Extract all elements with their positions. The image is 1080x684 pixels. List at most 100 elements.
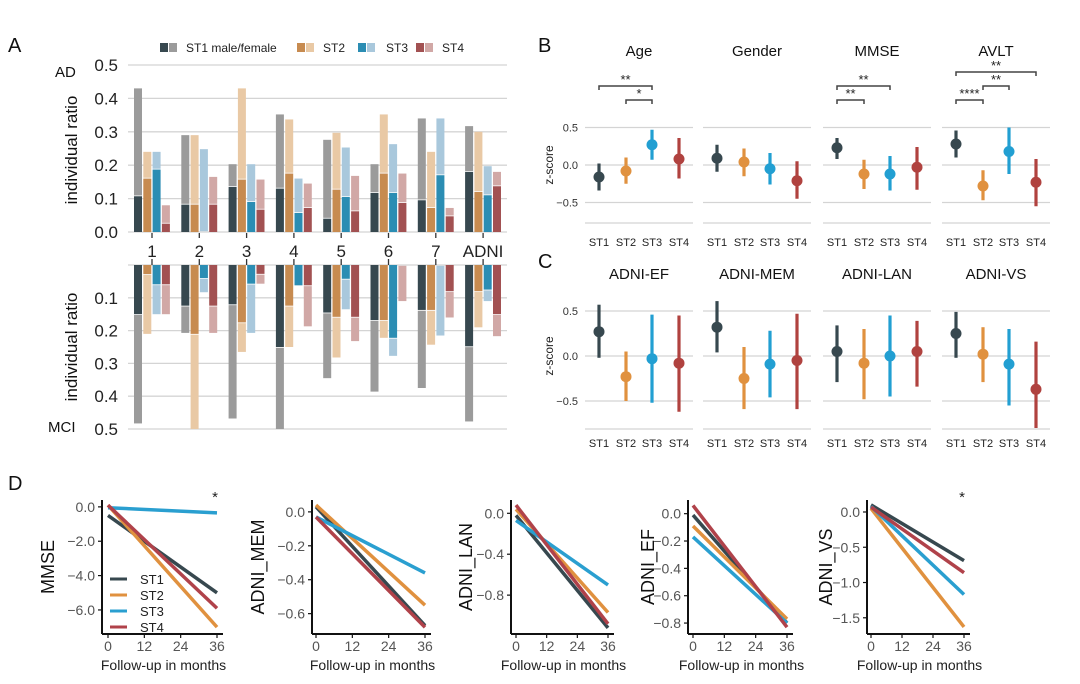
bar-mci-st3-male [152, 265, 161, 285]
y-tick-label: −0.8 [476, 587, 504, 603]
facet-title: ADNI-LAN [842, 266, 912, 283]
bar-mci-st3-male [247, 265, 256, 284]
y-tick-label: −0.8 [653, 615, 681, 631]
bar-mci-st3-female [483, 290, 492, 302]
y-axis-label: ADNI_LAN [456, 523, 477, 611]
y-tick-label: −0.4 [277, 572, 305, 588]
bar-ad-st1-female [181, 135, 190, 204]
bar-mci-st4-female [351, 317, 360, 342]
bar-mci-st4-male [351, 265, 360, 317]
trend-line-st2 [869, 507, 966, 629]
category-label: 7 [431, 242, 440, 261]
mean-point-st2 [738, 156, 750, 168]
bar-ad-st1-male [134, 196, 142, 232]
bar-ad-st1-female [370, 164, 379, 193]
legend-label-st2: ST2 [140, 588, 164, 603]
trend-line-st4 [869, 505, 966, 575]
panel-d-line-charts: 0.0 −2.0 −4.0 −6.0 0 12 24 36 Follow-up in month… [38, 489, 982, 673]
bar-ad-st3-male [247, 201, 256, 232]
bar-ad-st1-male [228, 186, 237, 232]
y-tick-label-mci: 0.5 [94, 420, 118, 439]
bar-ad-st2-female [474, 131, 483, 192]
x-tick-label: ST3 [760, 438, 780, 450]
bar-mci-st1-female [275, 347, 284, 429]
x-tick-label: 24 [173, 638, 189, 654]
legend-label-st3: ST3 [386, 41, 408, 55]
mean-point-st4 [791, 355, 803, 366]
bar-mci-st1-female [181, 306, 190, 333]
bar-ad-st4-female [161, 205, 170, 223]
bar-ad-st3-male [483, 195, 492, 232]
bar-ad-st2-female [143, 151, 152, 178]
mean-point-st2 [620, 371, 632, 383]
x-tick-label: ST3 [760, 237, 780, 249]
mean-point-st3 [1003, 146, 1015, 157]
bar-mci-st1-male [228, 265, 237, 305]
trend-line-st3 [869, 505, 966, 596]
x-tick-label: ST2 [734, 237, 754, 249]
mean-point-st1 [950, 328, 962, 339]
category-label: 4 [289, 242, 298, 261]
bar-ad-st4-female [303, 183, 312, 208]
mean-point-st1 [711, 321, 723, 333]
panel-c-pointrange: z-score 0.5 0.0 −0.5 ADNI-EF ST1 ST2 ST3 ST4 ADNI… [542, 266, 1050, 450]
bar-mci-st1-female [323, 313, 332, 379]
mean-point-st3 [764, 163, 776, 175]
significance-stars: **** [959, 86, 979, 101]
bar-mci-st4-female [209, 306, 218, 333]
significance-bracket [836, 99, 865, 104]
x-tick-label: ST4 [787, 438, 807, 450]
category-label: ADNI [463, 242, 504, 261]
mean-point-st1 [950, 138, 962, 150]
legend-swatch-st1-male [160, 43, 168, 52]
bar-mci-st2-male [427, 265, 436, 310]
category-label: 6 [384, 242, 393, 261]
significance-star: * [212, 489, 218, 506]
bar-ad-st2-female [379, 114, 388, 173]
y-tick-label-ad: 0.0 [94, 223, 118, 242]
y-tick-label: 0.0 [563, 351, 578, 363]
y-axis-label: ADNI_MEM [248, 519, 269, 614]
bar-mci-st4-female [493, 315, 501, 337]
trend-line-st4 [514, 504, 610, 625]
bar-mci-st1-female [134, 315, 142, 424]
bar-mci-st2-female [474, 292, 483, 328]
y-axis-label-mci: individual ratio [62, 293, 81, 402]
bar-mci-st3-male [294, 265, 303, 286]
bar-ad-st2-female [332, 132, 341, 189]
x-tick-label: ST1 [589, 237, 609, 249]
bar-mci-st3-male [389, 265, 398, 338]
bar-mci-st3-male [341, 265, 350, 279]
bar-mci-st1-male [417, 265, 426, 310]
trend-line-st1 [514, 514, 610, 629]
bar-ad-st1-female [417, 118, 426, 200]
x-tick-label: ST3 [880, 438, 900, 450]
x-tick-label: ST3 [642, 438, 662, 450]
y-axis-label-ad: individual ratio [62, 96, 81, 205]
trend-line-st3 [107, 505, 218, 515]
x-tick-label: ST4 [907, 438, 927, 450]
y-tick-label: −0.6 [653, 588, 681, 604]
bar-mci-st1-male [275, 265, 284, 347]
bar-ad-st4-male [351, 211, 360, 232]
y-tick-label-mci: 0.4 [94, 387, 118, 406]
trend-line-st4 [106, 503, 219, 610]
x-tick-label: 12 [137, 638, 153, 654]
y-tick-label: −4.0 [67, 568, 95, 584]
mean-point-st2 [977, 348, 989, 360]
y-tick-label: −0.2 [653, 533, 681, 549]
legend-swatch-st4-male [416, 43, 424, 52]
x-tick-label: ST2 [734, 438, 754, 450]
legend-label-st4: ST4 [140, 620, 164, 635]
bar-ad-st4-female [445, 207, 454, 216]
x-tick-label: ST2 [854, 438, 874, 450]
bar-ad-st3-female [152, 151, 161, 169]
y-tick-label-ad: 0.2 [94, 156, 118, 175]
bar-ad-st1-male [181, 204, 190, 232]
y-tick-label: 0.0 [76, 499, 96, 515]
bar-mci-st3-male [199, 265, 208, 279]
x-tick-label: 0 [512, 638, 520, 654]
bar-ad-st3-male [436, 175, 445, 232]
x-axis-label: Follow-up in months [501, 657, 626, 673]
